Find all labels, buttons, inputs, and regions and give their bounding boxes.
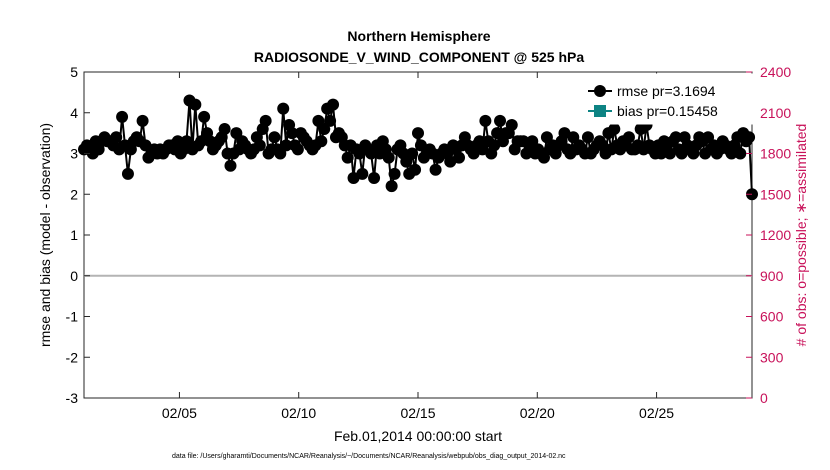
- x-tick-label: 02/15: [400, 405, 435, 421]
- data-point: [581, 131, 594, 144]
- y-tick-label-left: 0: [70, 268, 78, 284]
- data-point: [277, 102, 290, 115]
- data-point: [315, 135, 328, 148]
- data-point: [259, 114, 272, 127]
- data-point: [356, 167, 369, 180]
- y-tick-label-right: 300: [760, 349, 784, 365]
- data-point: [388, 167, 401, 180]
- legend-box: [583, 73, 753, 125]
- data-point: [385, 180, 398, 193]
- y-tick-label-left: -1: [66, 309, 79, 325]
- data-point: [368, 171, 381, 184]
- y-tick-label-left: 1: [70, 227, 78, 243]
- legend: rmse pr=3.1694 bias pr=0.15458: [583, 73, 753, 125]
- y-tick-label-left: 4: [70, 105, 78, 121]
- footer-data-file: data file: /Users/gharamti/Documents/NCA…: [172, 453, 566, 460]
- y-tick-label-right: 1200: [760, 227, 791, 243]
- data-point: [136, 114, 149, 127]
- series-circle-filled: [78, 94, 758, 201]
- series-layer: [78, 94, 758, 201]
- data-point: [291, 143, 304, 156]
- data-point: [280, 139, 293, 152]
- chart-title: Northern Hemisphere: [347, 28, 490, 44]
- y-tick-label-left: -3: [66, 390, 79, 406]
- data-point: [189, 98, 202, 111]
- data-point: [268, 131, 281, 144]
- data-point: [622, 131, 635, 144]
- data-point: [494, 114, 507, 127]
- data-point: [406, 147, 419, 160]
- data-point: [116, 110, 129, 123]
- chart-subtitle: RADIOSONDE_V_WIND_COMPONENT @ 525 hPa: [254, 49, 584, 65]
- data-point: [409, 163, 422, 176]
- data-point: [324, 114, 337, 127]
- legend-bias-label: bias pr=0.15458: [617, 103, 718, 119]
- legend-rmse-label: rmse pr=3.1694: [617, 83, 716, 99]
- data-point: [479, 114, 492, 127]
- y-axis-label-left: rmse and bias (model - observation): [37, 123, 53, 347]
- data-point: [253, 139, 266, 152]
- data-point: [743, 131, 756, 144]
- data-point: [669, 131, 682, 144]
- y-tick-label-left: 2: [70, 186, 78, 202]
- y-tick-label-right: 1800: [760, 146, 791, 162]
- data-point: [121, 167, 134, 180]
- data-point: [608, 123, 621, 136]
- y-tick-label-right: 2400: [760, 64, 791, 80]
- data-point: [110, 131, 123, 144]
- x-tick-label: 02/05: [162, 405, 197, 421]
- data-point: [734, 147, 747, 160]
- legend-rmse-marker: [594, 85, 606, 97]
- data-point: [382, 151, 395, 164]
- data-point: [412, 127, 424, 140]
- data-point: [198, 110, 211, 123]
- tick-layer: 02/05 02/10 02/15 02/20 02/25 5 4 3 2 1 0 -1 -2 -3 240…: [66, 64, 792, 421]
- data-point: [341, 151, 354, 164]
- data-point: [224, 159, 237, 172]
- y-tick-label-left: -2: [66, 349, 79, 365]
- data-point: [505, 118, 518, 131]
- x-tick-label: 02/25: [639, 405, 674, 421]
- y-axis-label-right: # of obs: o=possible; ∗=assimilated: [793, 124, 809, 347]
- data-point: [453, 151, 466, 164]
- x-tick-label: 02/20: [520, 405, 555, 421]
- data-point: [286, 127, 299, 140]
- data-point: [218, 123, 231, 136]
- y-tick-label-right: 600: [760, 309, 784, 325]
- y-tick-label-right: 900: [760, 268, 784, 284]
- y-tick-label-left: 3: [70, 146, 78, 162]
- data-point: [429, 163, 442, 176]
- y-tick-label-right: 1500: [760, 186, 791, 202]
- y-tick-label-right: 0: [760, 390, 768, 406]
- x-axis-label: Feb.01,2014 00:00:00 start: [334, 428, 502, 444]
- data-point: [327, 98, 340, 111]
- legend-bias-marker: [594, 105, 606, 117]
- y-tick-label-right: 2100: [760, 105, 791, 121]
- y-tick-label-left: 5: [70, 64, 78, 80]
- x-tick-label: 02/10: [281, 405, 316, 421]
